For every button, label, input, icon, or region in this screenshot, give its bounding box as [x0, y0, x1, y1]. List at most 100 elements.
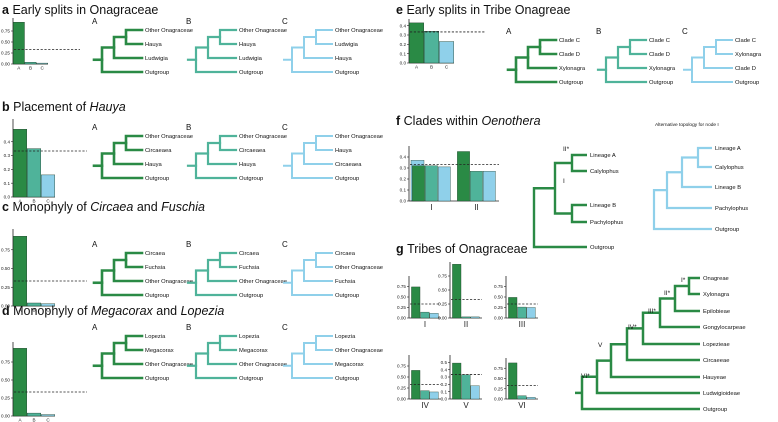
y-tick-label: 0.1: [4, 181, 11, 186]
tree-label: B: [186, 123, 191, 132]
taxon-label: Outgroup: [239, 70, 263, 76]
taxon-label: Circaeeae: [703, 358, 729, 364]
taxon-label: Clade C: [559, 38, 580, 44]
bar-A: [457, 151, 470, 202]
panel-letter: f: [396, 114, 404, 128]
taxon-label: Ludwigia: [335, 42, 359, 48]
tree-label: C: [282, 17, 288, 26]
y-tick-label: 0.4: [441, 367, 448, 372]
bar-B: [424, 31, 440, 64]
x-tick-label: B: [32, 308, 35, 313]
taxon-label: Outgroup: [735, 80, 759, 86]
y-tick-label: 0.00: [438, 316, 447, 321]
panel-title-part: Lopezia: [181, 304, 225, 318]
y-tick-label: 0.25: [397, 386, 406, 391]
taxon-label: Other Onagraceae: [145, 134, 193, 140]
taxon-label: Other Onagraceae: [239, 362, 287, 368]
bar-A: [12, 236, 28, 307]
taxon-label: Outgroup: [715, 227, 739, 233]
bar-C: [437, 166, 451, 202]
y-tick-label: 0.1: [400, 51, 407, 56]
tree-branch: [315, 252, 333, 268]
bar-B: [517, 306, 527, 319]
bar-B: [27, 302, 42, 307]
tree-branch: [100, 152, 144, 180]
tree-branch: [218, 251, 238, 269]
y-tick-label: 0.2: [4, 167, 11, 172]
tree-branch: [526, 45, 558, 70]
taxon-label: Outgroup: [239, 176, 263, 182]
panel-title-part: Monophyly of: [13, 304, 91, 318]
y-tick-label: 0.00: [494, 397, 503, 402]
x-tick-label: I: [430, 203, 432, 212]
taxon-label: Other Onagraceae: [239, 279, 287, 285]
panel-f: f Clades within Oenothera 0.0 0.1 0.2 0.3 0.4…: [396, 114, 748, 251]
bar-C: [429, 313, 439, 319]
taxon-label: Clade D: [735, 66, 756, 72]
y-tick-label: 0.00: [1, 304, 10, 309]
panel-title-part: and: [133, 200, 161, 214]
y-tick-label: 0.00: [1, 414, 10, 419]
taxon-label: Circaea: [145, 251, 166, 257]
panel-title-part: Placement of: [13, 100, 89, 114]
taxon-label: Lopezia: [335, 334, 356, 340]
tree-branch: [616, 45, 648, 70]
y-tick-label: 0.25: [397, 305, 406, 310]
y-tick-label: 0.50: [1, 266, 10, 271]
taxon-label: Outgroup: [703, 407, 727, 413]
y-tick-label: 0.25: [1, 285, 10, 290]
x-tick-label: C: [445, 65, 449, 70]
bar-C: [526, 397, 536, 400]
taxon-label: Lopezia: [239, 334, 260, 340]
y-tick-label: 0.0: [400, 199, 407, 204]
taxon-label: Outgroup: [239, 293, 263, 299]
y-tick-label: 0.75: [494, 366, 503, 371]
taxon-label: Other Onagraceae: [239, 28, 287, 34]
tree-branch: [291, 269, 333, 296]
tree-branch: [124, 251, 144, 269]
taxon-label: Clade D: [649, 52, 670, 58]
tree-branch: [291, 152, 333, 179]
y-tick-label: 0.2: [400, 42, 407, 47]
taxon-label: Circaea: [335, 251, 356, 257]
taxon-label: Calylophus: [590, 169, 619, 175]
tree-branch: [291, 46, 333, 73]
taxon-label: Lopezia: [145, 334, 166, 340]
y-tick-label: 0.50: [438, 288, 447, 293]
taxon-label: Other Onagraceae: [145, 362, 193, 368]
tree-branch: [514, 56, 558, 84]
y-tick-label: 0.50: [1, 378, 10, 383]
y-tick-label: 0.25: [494, 305, 503, 310]
panel-title-part: Tribes of Onagraceae: [407, 242, 527, 256]
panel-title-part: Hauya: [90, 100, 126, 114]
tree-label: C: [282, 123, 288, 132]
panel-letter: b: [2, 100, 13, 114]
x-tick-label: C: [46, 308, 50, 313]
y-tick-label: 0.0: [441, 397, 448, 402]
y-tick-label: 0.75: [1, 247, 10, 252]
x-tick-label: B: [430, 65, 433, 70]
panel-e: e Early splits in Tribe Onagreae 0.0 0.1 0.…: [396, 3, 762, 86]
bar-A: [12, 129, 28, 198]
tree-branch: [124, 334, 144, 352]
subplot-III: 0.00 0.25 0.50 0.75 III: [494, 276, 538, 329]
taxon-label: Hauya: [335, 148, 353, 154]
bar-A: [409, 22, 425, 64]
bar-A: [12, 348, 28, 417]
tree-branch: [303, 342, 333, 365]
tree-branch: [691, 56, 733, 83]
panel-d: d Monophyly of Megacorax and Lopezia0.00…: [1, 304, 383, 422]
y-tick-label: 0.4: [400, 155, 407, 160]
taxon-label: Hauya: [239, 42, 257, 48]
panel-title-part: Oenothera: [481, 114, 540, 128]
y-tick-label: 0.2: [441, 382, 448, 387]
tree-branch: [553, 161, 572, 215]
taxon-label: Circaea: [239, 251, 260, 257]
tree-branch: [703, 46, 733, 69]
y-tick-label: 0.25: [494, 386, 503, 391]
y-tick-label: 0.75: [494, 284, 503, 289]
x-tick-label: C: [46, 199, 50, 204]
tree-label: A: [506, 27, 512, 36]
subplot-I: 0.00 0.25 0.50 0.75 I: [397, 276, 441, 329]
x-tick-label: VI: [518, 401, 526, 410]
